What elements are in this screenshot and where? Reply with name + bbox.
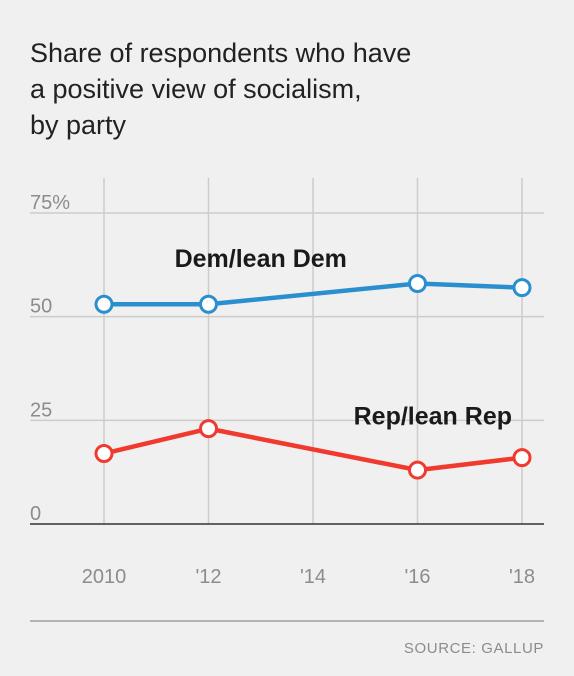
series-1-point-3	[512, 448, 532, 468]
series	[94, 273, 532, 480]
series-label-rep: Rep/lean Rep	[354, 402, 512, 430]
source-note: SOURCE: GALLUP	[404, 640, 544, 657]
chart-title-line-1: Share of respondents who have	[30, 38, 411, 68]
series-0-point-1	[199, 294, 218, 314]
x-tick-label-3: '16	[404, 566, 430, 588]
axes: 0 25 50 75% 2010 '12 '14 '16 '18	[30, 192, 544, 588]
series-1-point-2	[408, 460, 427, 480]
x-tick-label-0: 2010	[82, 566, 127, 588]
x-tick-label-2: '14	[300, 566, 326, 588]
x-tick-label-4: '18	[509, 566, 535, 588]
series-1-point-1	[199, 419, 218, 439]
series-line-1	[101, 426, 525, 473]
series-1-point-0	[94, 444, 114, 464]
chart-title-line-3: by party	[30, 110, 127, 140]
x-tick-label-1: '12	[195, 566, 221, 588]
chart-title-line-2: a positive view of socialism,	[30, 74, 362, 104]
chart-title: Share of respondents who have a positive…	[30, 38, 411, 140]
y-tick-label-2: 50	[30, 296, 52, 318]
series-label-dem: Dem/lean Dem	[175, 245, 347, 273]
y-tick-label-1: 25	[30, 399, 52, 421]
series-0-point-2	[408, 273, 427, 293]
y-tick-label-0: 0	[30, 503, 41, 525]
series-labels: Dem/lean Dem Rep/lean Rep	[175, 245, 512, 431]
gridlines	[30, 178, 544, 524]
y-tick-label-3: 75%	[30, 192, 70, 214]
series-line-0	[101, 281, 525, 307]
series-0-point-3	[512, 278, 532, 298]
series-0-point-0	[94, 294, 114, 314]
